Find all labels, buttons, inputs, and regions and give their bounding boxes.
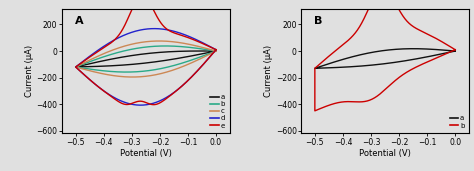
X-axis label: Potential (V): Potential (V) [120, 149, 172, 158]
Y-axis label: Current (μA): Current (μA) [264, 45, 273, 97]
Text: A: A [75, 16, 84, 26]
Text: B: B [314, 16, 323, 26]
Legend: a, b: a, b [448, 114, 466, 130]
Legend: a, b, c, d, e: a, b, c, d, e [209, 93, 227, 130]
Y-axis label: Current (μA): Current (μA) [25, 45, 34, 97]
X-axis label: Potential (V): Potential (V) [359, 149, 411, 158]
